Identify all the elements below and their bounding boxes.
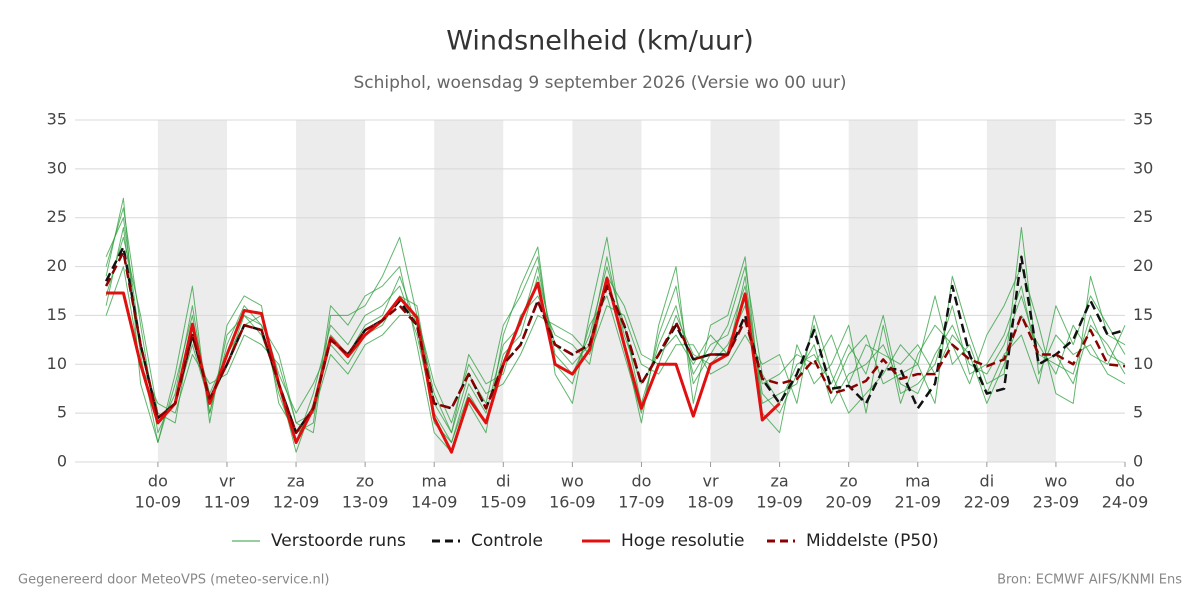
x-tick-weekday: ma xyxy=(422,472,447,491)
legend-label: Middelste (P50) xyxy=(806,531,939,551)
x-tick-weekday: wo xyxy=(561,472,584,491)
x-tick-weekday: di xyxy=(980,472,995,491)
x-tick-label: 18-09 xyxy=(687,493,734,512)
legend-label: Verstoorde runs xyxy=(271,531,406,551)
x-tick-weekday: ma xyxy=(905,472,930,491)
x-tick-weekday: wo xyxy=(1044,472,1067,491)
x-tick-weekday: do xyxy=(631,472,651,491)
x-tick-label: 16-09 xyxy=(549,493,596,512)
day-band xyxy=(848,120,918,462)
x-tick-label: 10-09 xyxy=(135,493,182,512)
y-tick-label-right: 30 xyxy=(1133,158,1153,177)
x-tick-label: 15-09 xyxy=(480,493,527,512)
series-line xyxy=(104,250,1126,434)
day-band xyxy=(986,120,1056,462)
y-tick-label-right: 0 xyxy=(1133,452,1143,471)
y-tick-label: 10 xyxy=(47,354,67,373)
ensemble-line xyxy=(105,236,1126,434)
x-tick-label: 14-09 xyxy=(411,493,458,512)
y-tick-label-right: 35 xyxy=(1133,110,1153,129)
series-line xyxy=(104,245,1126,434)
x-tick-label: 24-09 xyxy=(1102,493,1149,512)
day-band xyxy=(572,120,642,462)
x-tick-weekday: di xyxy=(496,472,511,491)
y-tick-label: 30 xyxy=(47,158,67,177)
chart-title: Windsnelheid (km/uur) xyxy=(446,26,754,57)
x-tick-label: 22-09 xyxy=(964,493,1011,512)
x-tick-weekday: za xyxy=(771,472,789,491)
x-tick-label: 11-09 xyxy=(204,493,251,512)
y-tick-label: 35 xyxy=(47,110,67,129)
x-tick-label: 17-09 xyxy=(618,493,665,512)
x-tick-weekday: vr xyxy=(703,472,719,491)
chart-subtitle: Schiphol, woensdag 9 september 2026 (Ver… xyxy=(354,73,847,93)
x-tick-weekday: do xyxy=(148,472,168,491)
x-tick-label: 21-09 xyxy=(895,493,942,512)
footer-right: Bron: ECMWF AIFS/KNMI Ens xyxy=(997,573,1182,588)
day-band xyxy=(434,120,504,462)
y-tick-label-right: 5 xyxy=(1133,403,1143,422)
x-tick-weekday: vr xyxy=(219,472,235,491)
y-tick-label-right: 15 xyxy=(1133,305,1153,324)
x-tick-weekday: zo xyxy=(840,472,858,491)
y-tick-label-right: 20 xyxy=(1133,256,1153,275)
y-tick-label: 25 xyxy=(47,207,67,226)
series-line xyxy=(106,276,781,454)
x-tick-weekday: zo xyxy=(356,472,374,491)
day-band xyxy=(710,120,780,462)
x-tick-label: 20-09 xyxy=(825,493,872,512)
y-tick-label: 0 xyxy=(57,452,67,471)
y-tick-label: 20 xyxy=(47,256,67,275)
footer-left: Gegenereerd door MeteoVPS (meteo-service… xyxy=(18,573,329,588)
legend-label: Hoge resolutie xyxy=(621,531,745,551)
x-tick-weekday: do xyxy=(1115,472,1135,491)
y-tick-label-right: 10 xyxy=(1133,354,1153,373)
day-band xyxy=(296,120,366,462)
x-tick-label: 13-09 xyxy=(342,493,389,512)
x-tick-label: 19-09 xyxy=(756,493,803,512)
y-tick-label: 5 xyxy=(57,403,67,422)
x-tick-label: 23-09 xyxy=(1033,493,1080,512)
y-tick-label: 15 xyxy=(47,305,67,324)
ensemble-line xyxy=(105,227,1126,443)
x-tick-label: 12-09 xyxy=(273,493,320,512)
legend-label: Controle xyxy=(471,531,543,551)
x-tick-weekday: za xyxy=(287,472,305,491)
y-tick-label-right: 25 xyxy=(1133,207,1153,226)
